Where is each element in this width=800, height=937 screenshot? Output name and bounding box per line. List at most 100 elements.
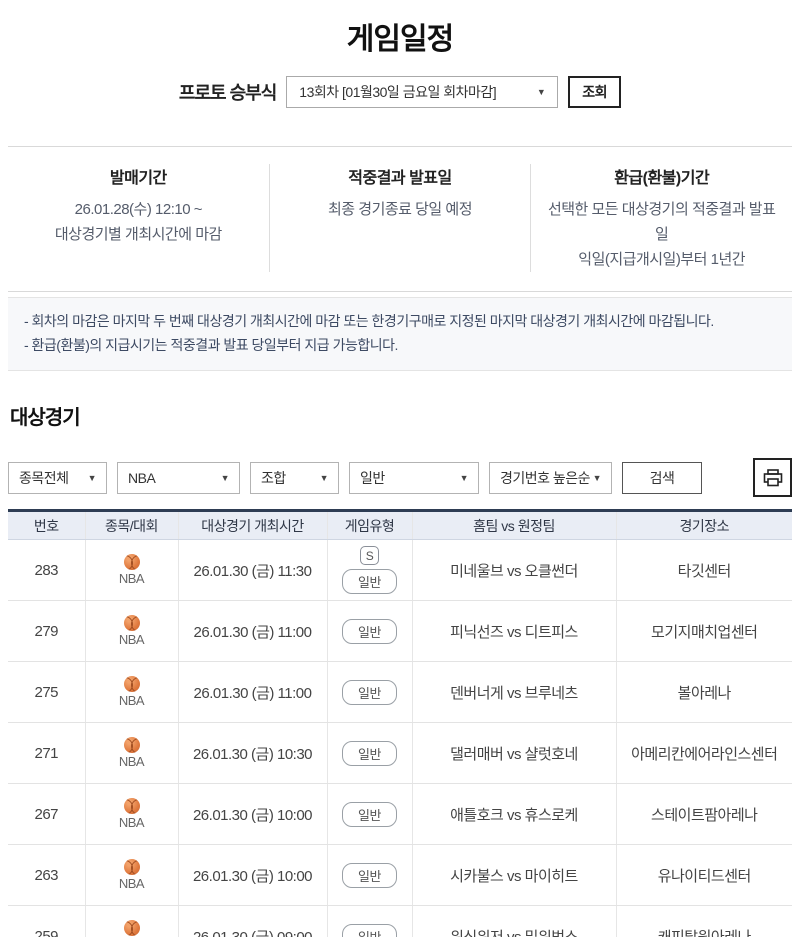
info-panel-line: 익일(지급개시일)부터 1년간 bbox=[578, 251, 746, 268]
game-type-badge: 일반 bbox=[342, 569, 397, 594]
filter-combo-select[interactable]: 조합 ▼ bbox=[250, 461, 339, 494]
info-panel-sale: 발매기간 26.01.28(수) 12:10 ~ 대상경기별 개최시간에 마감 bbox=[8, 164, 269, 272]
game-type-badge: 일반 bbox=[342, 679, 397, 705]
note-line: - 회차의 마감은 마지막 두 번째 대상경기 개최시간에 마감 또는 한경기구… bbox=[24, 313, 714, 329]
info-panel-line: 선택한 모든 대상경기의 적중결과 발표일 bbox=[547, 201, 776, 243]
league-cell: NBA bbox=[86, 737, 178, 769]
basketball-icon bbox=[123, 920, 140, 936]
venue: 볼아레나 bbox=[615, 661, 792, 723]
round-selector-row: 프로토 승부식 13회차 [01월30일 금요일 회차마감] ▼ 조회 bbox=[8, 76, 792, 108]
chevron-down-icon: ▼ bbox=[536, 87, 546, 97]
chevron-down-icon: ▼ bbox=[592, 472, 602, 483]
game-time: 26.01.30 (금) 10:30 bbox=[177, 722, 327, 784]
col-header-no: 번호 bbox=[8, 510, 85, 540]
basketball-icon bbox=[123, 676, 140, 692]
match-teams: 덴버너게 vs 브루네츠 bbox=[411, 661, 616, 723]
info-strip: 발매기간 26.01.28(수) 12:10 ~ 대상경기별 개최시간에 마감 … bbox=[8, 146, 792, 292]
table-row[interactable]: 275 NBA 26.01.30 (금) 11:00 일반 덴버너게 vs 브루… bbox=[8, 661, 792, 723]
game-time: 26.01.30 (금) 11:00 bbox=[177, 661, 327, 723]
table-row[interactable]: 271 NBA 26.01.30 (금) 10:30 일반 댈러매버 vs 샬럿… bbox=[8, 722, 792, 784]
venue: 아메리칸에어라인스센터 bbox=[615, 722, 792, 784]
note-line: - 환급(환불)의 지급시기는 적중결과 발표 당일부터 지급 가능합니다. bbox=[24, 337, 398, 353]
games-table: 번호 종목/대회 대상경기 개최시간 게임유형 홈팀 vs 원정팀 경기장소 2… bbox=[8, 509, 792, 937]
type-cell: 일반 bbox=[328, 923, 412, 937]
league-name: NBA bbox=[118, 876, 145, 891]
game-number: 279 bbox=[8, 600, 85, 662]
table-row[interactable]: 283 NBA 26.01.30 (금) 11:30 S 일반 미네울브 vs … bbox=[8, 539, 792, 601]
print-button[interactable] bbox=[753, 458, 792, 497]
venue: 스테이트팜아레나 bbox=[615, 783, 792, 845]
games-table-head: 번호 종목/대회 대상경기 개최시간 게임유형 홈팀 vs 원정팀 경기장소 bbox=[8, 510, 792, 540]
col-header-league: 종목/대회 bbox=[84, 510, 178, 540]
game-type-badge: 일반 bbox=[342, 862, 397, 888]
basketball-icon bbox=[123, 737, 140, 753]
info-panel-line: 최종 경기종료 당일 예정 bbox=[328, 201, 473, 218]
type-cell: S 일반 bbox=[328, 546, 412, 594]
chevron-down-icon: ▼ bbox=[220, 472, 230, 483]
game-number: 259 bbox=[8, 905, 85, 937]
filter-row: 종목전체 ▼ NBA ▼ 조합 ▼ 일반 ▼ 경기번호 높은순 ▼ 검색 bbox=[8, 458, 792, 497]
game-number: 275 bbox=[8, 661, 85, 723]
info-panel-line: 26.01.28(수) 12:10 ~ bbox=[74, 201, 203, 218]
game-number: 283 bbox=[8, 539, 85, 601]
info-panel-result: 적중결과 발표일 최종 경기종료 당일 예정 bbox=[268, 164, 531, 272]
type-cell: 일반 bbox=[328, 679, 412, 705]
game-time: 26.01.30 (금) 11:00 bbox=[177, 600, 327, 662]
filter-select-value: 종목전체 bbox=[19, 469, 69, 486]
league-name: NBA bbox=[118, 571, 145, 586]
table-row[interactable]: 279 NBA 26.01.30 (금) 11:00 일반 피닉선즈 vs 디트… bbox=[8, 600, 792, 662]
filter-select-value: 경기번호 높은순 bbox=[500, 469, 591, 486]
info-panel-title: 적중결과 발표일 bbox=[348, 170, 452, 187]
query-button[interactable]: 조회 bbox=[568, 76, 622, 108]
game-number: 271 bbox=[8, 722, 85, 784]
notes-box: - 회차의 마감은 마지막 두 번째 대상경기 개최시간에 마감 또는 한경기구… bbox=[8, 297, 792, 371]
venue: 캐피탈원아레나 bbox=[615, 905, 792, 937]
league-cell: NBA bbox=[86, 859, 178, 891]
search-button[interactable]: 검색 bbox=[622, 461, 702, 494]
round-select[interactable]: 13회차 [01월30일 금요일 회차마감] ▼ bbox=[286, 76, 559, 108]
match-teams: 워싱위저 vs 밀워벅스 bbox=[411, 905, 616, 937]
game-time: 26.01.30 (금) 10:00 bbox=[177, 844, 327, 906]
round-selector-label: 프로토 승부식 bbox=[178, 83, 277, 103]
col-header-venue: 경기장소 bbox=[615, 510, 792, 540]
match-teams: 미네울브 vs 오클썬더 bbox=[411, 539, 616, 601]
league-cell: NBA bbox=[86, 554, 178, 586]
league-name: NBA bbox=[118, 815, 145, 830]
filter-league-select[interactable]: NBA ▼ bbox=[117, 461, 240, 494]
league-cell: NBA bbox=[86, 920, 178, 937]
filter-sort-select[interactable]: 경기번호 높은순 ▼ bbox=[489, 461, 612, 494]
table-row[interactable]: 263 NBA 26.01.30 (금) 10:00 일반 시카불스 vs 마이… bbox=[8, 844, 792, 906]
basketball-icon bbox=[123, 798, 140, 814]
filter-gametype-select[interactable]: 일반 ▼ bbox=[349, 461, 479, 494]
info-panel-refund: 환급(환불)기간 선택한 모든 대상경기의 적중결과 발표일 익일(지급개시일)… bbox=[530, 164, 792, 272]
match-teams: 댈러매버 vs 샬럿호네 bbox=[411, 722, 616, 784]
filter-sport-select[interactable]: 종목전체 ▼ bbox=[8, 461, 107, 494]
game-type-badge: 일반 bbox=[342, 740, 397, 766]
venue: 모기지매치업센터 bbox=[615, 600, 792, 662]
basketball-icon bbox=[123, 859, 140, 875]
section-title-target-games: 대상경기 bbox=[10, 407, 81, 429]
table-body: 283 NBA 26.01.30 (금) 11:30 S 일반 미네울브 vs … bbox=[8, 539, 792, 937]
type-cell: 일반 bbox=[328, 862, 412, 888]
game-number: 263 bbox=[8, 844, 85, 906]
round-select-value: 13회차 [01월30일 금요일 회차마감] bbox=[299, 84, 497, 100]
chevron-down-icon: ▼ bbox=[319, 472, 329, 483]
game-time: 26.01.30 (금) 09:00 bbox=[177, 905, 327, 937]
match-teams: 피닉선즈 vs 디트피스 bbox=[411, 600, 616, 662]
filter-select-value: NBA bbox=[128, 469, 156, 486]
col-header-time: 대상경기 개최시간 bbox=[177, 510, 327, 540]
match-teams: 시카불스 vs 마이히트 bbox=[411, 844, 616, 906]
league-cell: NBA bbox=[86, 676, 178, 708]
game-type-badge: 일반 bbox=[342, 923, 397, 937]
venue: 유나이티드센터 bbox=[615, 844, 792, 906]
table-row[interactable]: 267 NBA 26.01.30 (금) 10:00 일반 애틀호크 vs 휴스… bbox=[8, 783, 792, 845]
game-type-badge: 일반 bbox=[342, 618, 397, 644]
table-row[interactable]: 259 NBA 26.01.30 (금) 09:00 일반 워싱위저 vs 밀워… bbox=[8, 905, 792, 937]
filter-select-value: 일반 bbox=[360, 469, 385, 486]
league-name: NBA bbox=[118, 754, 145, 769]
col-header-match: 홈팀 vs 원정팀 bbox=[411, 510, 616, 540]
league-name: NBA bbox=[118, 632, 145, 647]
special-badge: S bbox=[360, 546, 379, 565]
info-panel-title: 발매기간 bbox=[109, 170, 167, 187]
